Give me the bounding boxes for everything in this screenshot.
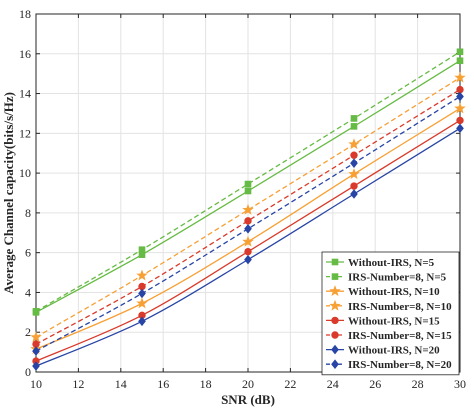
y-tick-label: 18 (19, 7, 31, 21)
y-axis-label: Average Channel capacity(bits/s/Hz) (1, 92, 16, 294)
data-point (138, 316, 146, 327)
data-point (456, 116, 464, 125)
data-point (136, 297, 148, 309)
legend-label: IRS-Number=8, N=10 (348, 301, 452, 313)
legend-marker (329, 285, 341, 297)
data-point (138, 246, 146, 253)
data-point (456, 123, 464, 134)
legend-marker (331, 359, 339, 370)
data-point (244, 223, 252, 234)
data-point (454, 102, 466, 114)
data-point (32, 308, 40, 315)
series-line (35, 51, 461, 312)
x-tick-label: 20 (242, 377, 254, 391)
y-tick-label: 10 (19, 166, 31, 180)
series-line (35, 77, 461, 338)
data-point (350, 151, 358, 159)
legend-item: Without-IRS, N=5 (326, 257, 435, 269)
y-tick-label: 14 (19, 87, 31, 101)
series-4 (30, 71, 466, 343)
y-tick-label: 2 (25, 325, 31, 339)
data-point (350, 123, 358, 130)
data-point (348, 168, 360, 179)
x-tick-label: 10 (30, 377, 42, 391)
data-point (244, 247, 252, 256)
data-point (138, 288, 146, 299)
data-point (454, 71, 466, 83)
legend-label: IRS-Number=8, N=15 (348, 330, 452, 342)
legend-marker (331, 258, 339, 266)
legend-box (321, 251, 460, 376)
data-point (350, 189, 358, 199)
data-point (456, 91, 464, 102)
data-point (136, 269, 148, 281)
legend-item: Without-IRS, N=10 (326, 285, 440, 298)
legend-item: Without-IRS, N=15 (326, 315, 440, 327)
legend-item: Without-IRS, N=20 (326, 345, 440, 357)
data-point (350, 115, 358, 122)
data-point (350, 158, 358, 168)
x-tick-label: 18 (200, 377, 212, 391)
y-tick-label: 16 (19, 47, 31, 61)
x-tick-label: 30 (454, 377, 466, 391)
legend-item: IRS-Number=8, N=5 (326, 272, 447, 284)
data-point (350, 182, 358, 190)
legend-label: Without-IRS, N=15 (348, 315, 440, 327)
data-point (32, 346, 40, 356)
y-tick-label: 4 (25, 285, 31, 299)
legend-marker (331, 273, 339, 280)
legend-item: IRS-Number=8, N=10 (326, 299, 452, 313)
data-point (32, 361, 40, 371)
data-point (456, 48, 464, 56)
legend-marker (329, 299, 341, 311)
legend-label: Without-IRS, N=20 (348, 345, 440, 357)
y-tick-label: 12 (19, 126, 31, 140)
series-layer (30, 48, 466, 371)
data-point (244, 180, 252, 188)
x-axis-label: SNR (dB) (221, 392, 275, 407)
series-8 (32, 91, 464, 356)
legend-label: IRS-Number=8, N=5 (348, 272, 447, 284)
legend-item: IRS-Number=8, N=15 (326, 330, 452, 342)
y-tick-label: 6 (25, 246, 31, 260)
series-5 (32, 116, 464, 365)
legend-marker (331, 331, 339, 339)
x-tick-label: 16 (157, 377, 169, 391)
data-point (242, 235, 254, 247)
data-point (242, 203, 254, 215)
series-2 (32, 48, 464, 315)
x-tick-label: 26 (369, 377, 381, 391)
legend-label: IRS-Number=8, N=20 (348, 359, 452, 371)
data-point (348, 138, 360, 150)
data-point (244, 254, 252, 265)
x-tick-label: 14 (115, 377, 127, 391)
legend-marker (331, 316, 339, 325)
y-tick-label: 8 (25, 206, 31, 220)
data-point (244, 217, 252, 225)
series-6 (32, 85, 464, 348)
legend: Without-IRS, N=5 IRS-Number=8, N=5 Without… (321, 251, 460, 376)
x-tick-label: 22 (284, 377, 296, 391)
y-tick-label: 0 (25, 365, 31, 379)
series-7 (32, 123, 464, 371)
legend-marker (331, 344, 339, 355)
legend-item: IRS-Number=8, N=20 (326, 359, 452, 371)
data-point (30, 331, 42, 343)
legend-label: Without-IRS, N=5 (348, 257, 435, 269)
x-tick-label: 12 (72, 377, 84, 391)
data-point (456, 57, 464, 65)
data-point (244, 187, 252, 195)
x-tick-label: 28 (412, 377, 424, 391)
x-tick-label: 24 (327, 377, 339, 391)
legend-label: Without-IRS, N=10 (348, 286, 440, 298)
